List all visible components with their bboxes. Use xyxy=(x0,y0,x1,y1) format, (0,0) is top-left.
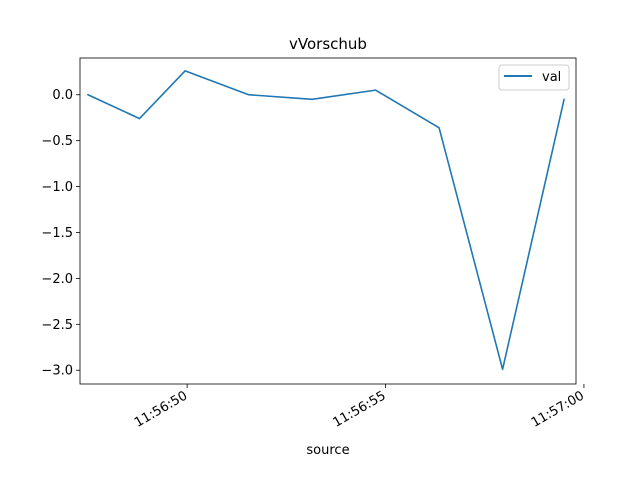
y-tick-label: −0.5 xyxy=(41,134,73,149)
y-tick-label: −2.0 xyxy=(41,272,73,287)
x-tick-label: 11:56:55 xyxy=(330,388,388,430)
y-tick-label: −3.0 xyxy=(41,364,73,379)
y-tick-label: −1.5 xyxy=(41,226,73,241)
x-tick-label: 11:57:00 xyxy=(529,388,587,430)
legend-label: val xyxy=(542,70,561,85)
legend-box xyxy=(498,64,570,91)
plot-frame xyxy=(79,57,577,385)
y-axis: 0.0 −0.5 −1.0 −1.5 −2.0 −2.5 −3.0 xyxy=(41,88,80,379)
y-tick-label: 0.0 xyxy=(52,88,73,103)
x-tick-label: 11:56:50 xyxy=(132,388,190,430)
x-axis-label: source xyxy=(306,443,349,458)
y-tick-label: −1.0 xyxy=(41,180,73,195)
x-axis: 11:56:50 11:56:55 11:57:00 xyxy=(132,384,587,431)
series-layer xyxy=(87,70,565,371)
chart-title: vVorschub xyxy=(289,35,367,53)
legend: val xyxy=(498,64,570,91)
y-tick-label: −2.5 xyxy=(41,318,73,333)
series-line-val xyxy=(87,70,565,371)
